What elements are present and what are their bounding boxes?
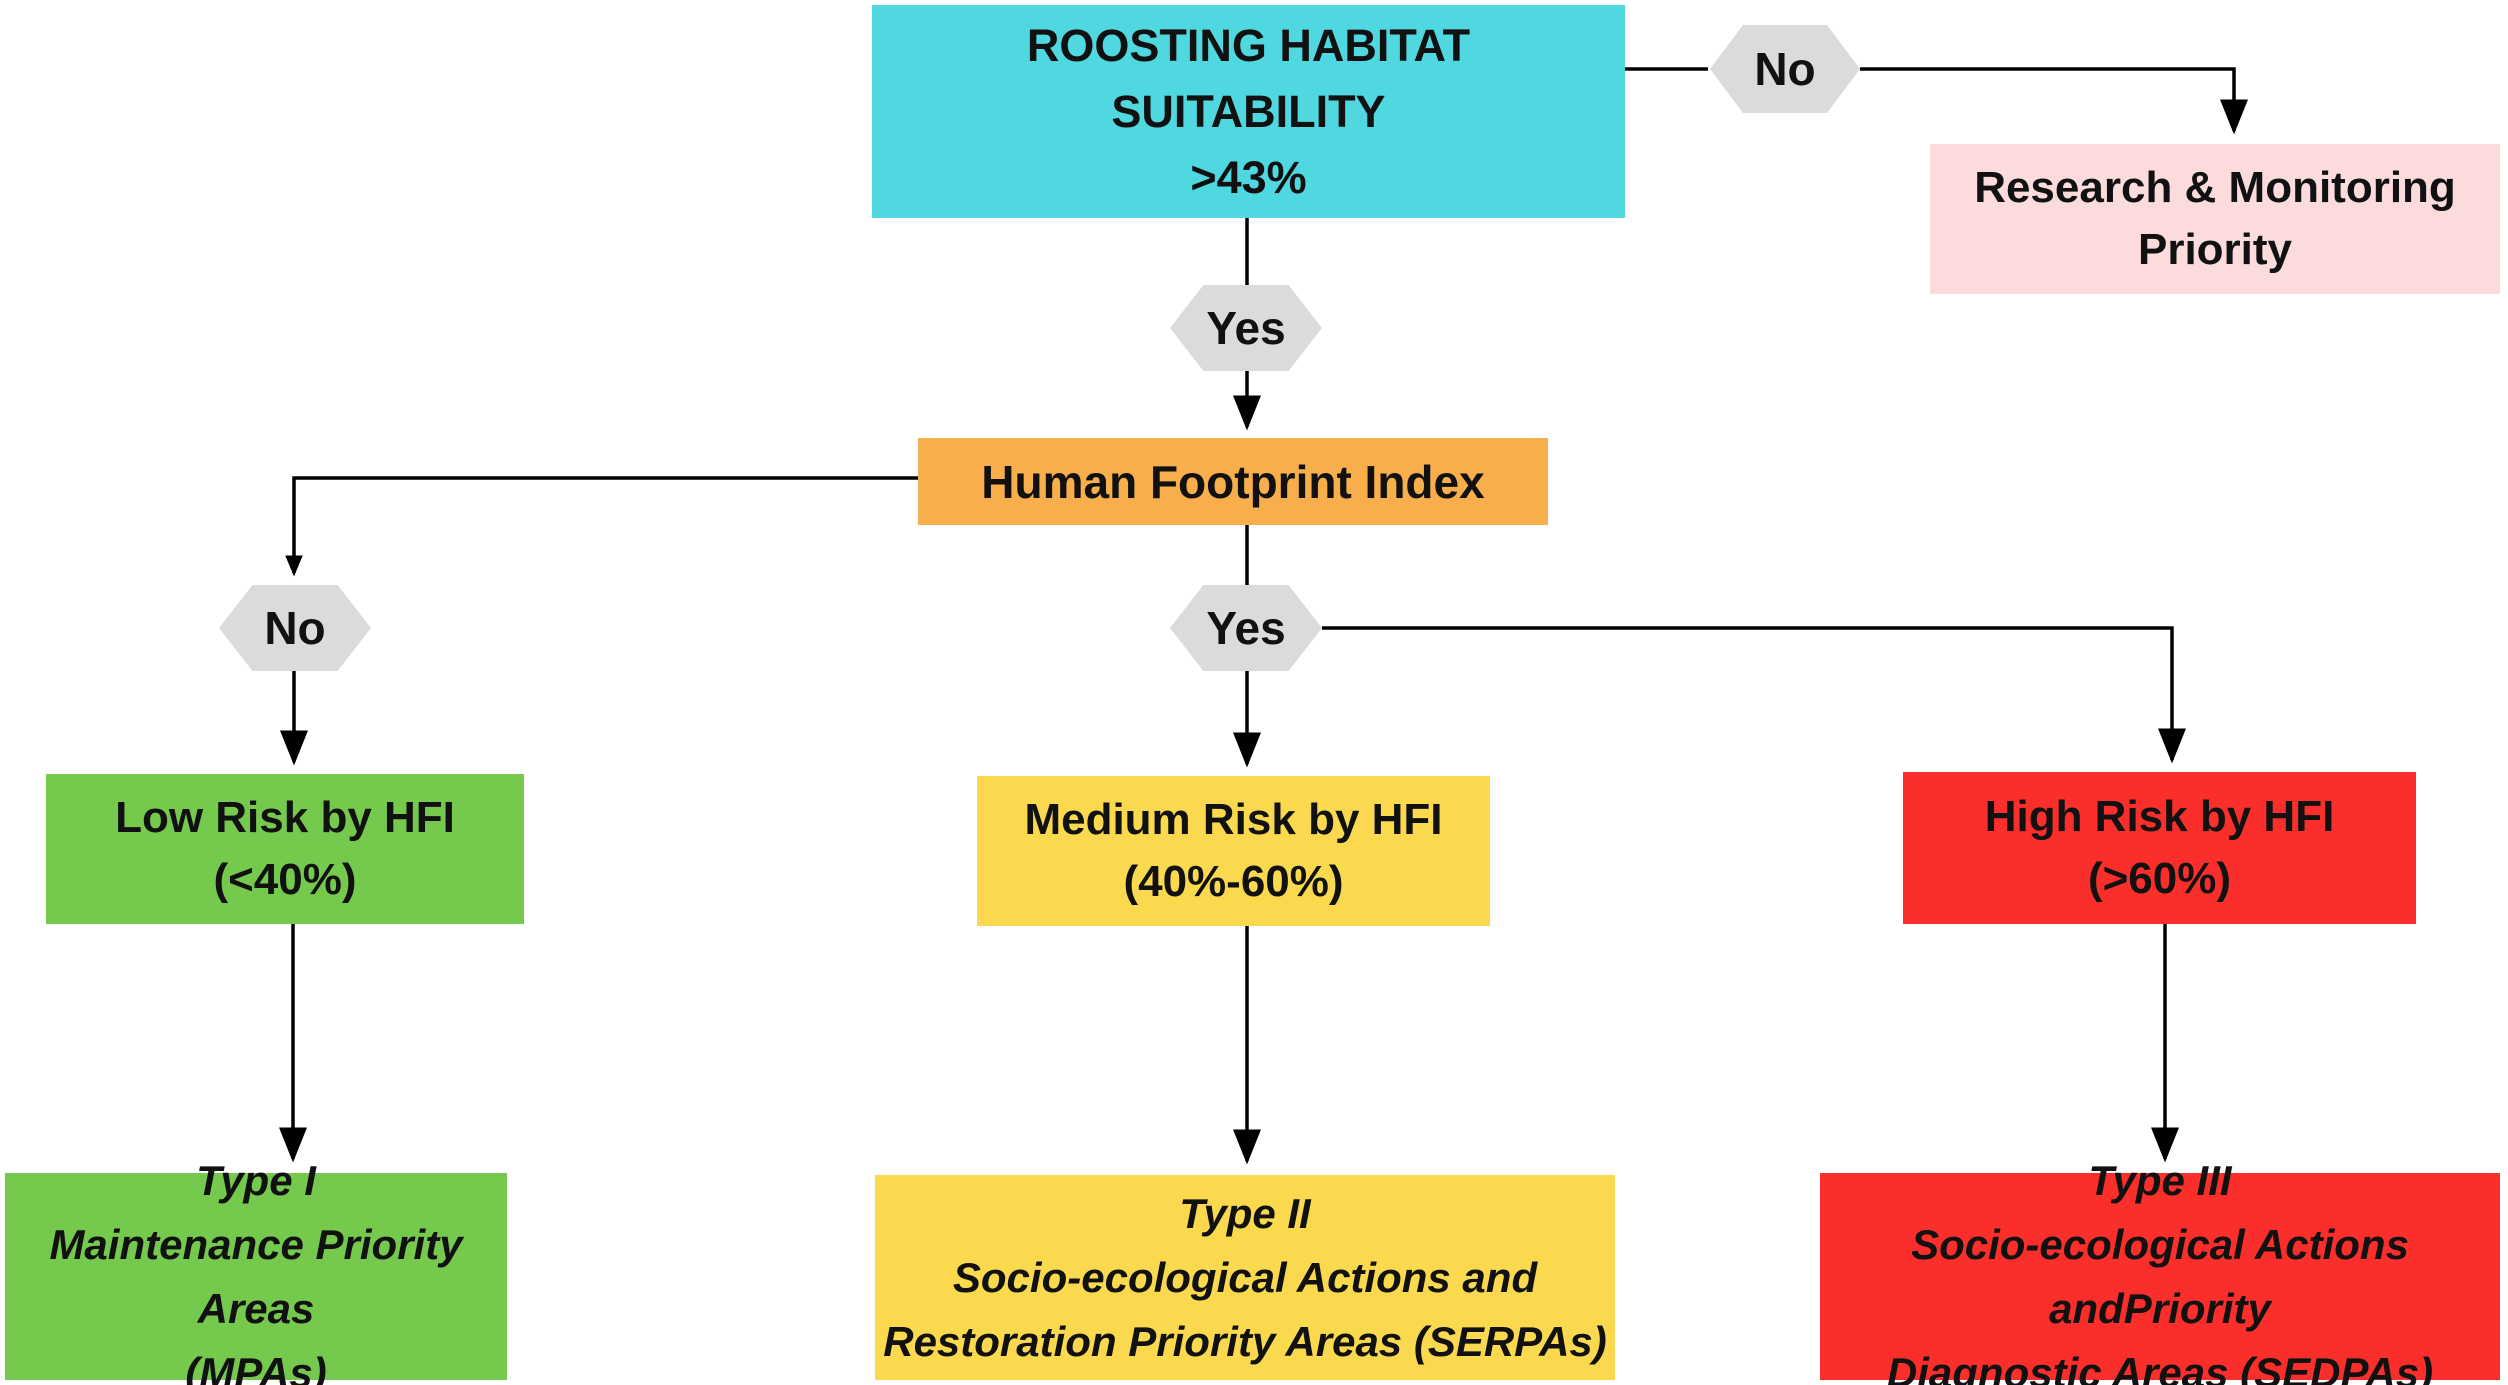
decision-label: No [1754, 43, 1816, 95]
label-line: Restoration Priority Areas (SERPAs) [883, 1317, 1607, 1365]
connector-no-top-to-research [1860, 67, 2248, 135]
label-line: (<40%) [213, 855, 357, 904]
node-type3-diagnostic-areas: Type III Socio-ecological Actions andPri… [1820, 1157, 2500, 1385]
label-line: (40%-60%) [1123, 857, 1344, 906]
label-line: Diagnostic Areas (SEDPAs) [1886, 1348, 2434, 1385]
label-line: Type II [1179, 1189, 1311, 1237]
node-roosting-habitat-suitability: ROOSTING HABITAT SUITABILITY >43% [872, 5, 1625, 218]
label-line: High Risk by HFI [1984, 792, 2335, 841]
node-research-monitoring-priority: Research & Monitoring Priority [1930, 144, 2500, 294]
label-line: Maintenance Priority Areas [49, 1220, 463, 1332]
decision-no-left: No [219, 585, 371, 671]
label-line: (MPAs) [185, 1348, 327, 1385]
decision-label: Yes [1206, 602, 1286, 654]
decision-label: No [264, 602, 326, 654]
label-line: Socio-ecological Actions andPriority [1911, 1220, 2409, 1332]
node-type1-maintenance-priority-areas: Type I Maintenance Priority Areas (MPAs) [5, 1157, 507, 1385]
label-line: Medium Risk by HFI [1024, 795, 1443, 844]
decision-yes-middle: Yes [1170, 585, 1322, 671]
label-line: Socio-ecological Actions and [952, 1253, 1538, 1301]
connector-yes-mid-to-high [1322, 626, 2186, 764]
label-line: Research & Monitoring [1974, 163, 2456, 212]
label-line: >43% [1190, 151, 1307, 203]
node-medium-risk-hfi: Medium Risk by HFI (40%-60%) [977, 776, 1490, 926]
label-line: Type I [196, 1156, 316, 1204]
connector-hfi-to-no-left [285, 476, 918, 577]
label-line: ROOSTING HABITAT [1026, 19, 1471, 71]
decision-yes-top: Yes [1170, 285, 1322, 371]
node-high-risk-hfi: High Risk by HFI (>60%) [1903, 772, 2416, 924]
decision-label: Yes [1206, 302, 1286, 354]
label-line: (>60%) [2087, 854, 2232, 903]
label-line: Priority [2137, 225, 2293, 274]
label-line: Human Footprint Index [981, 455, 1485, 508]
label-line: SUITABILITY [1111, 85, 1386, 137]
decision-no-top: No [1710, 25, 1860, 113]
node-human-footprint-index: Human Footprint Index [918, 438, 1548, 525]
label-line: Type III [2088, 1156, 2232, 1204]
node-low-risk-hfi: Low Risk by HFI (<40%) [46, 774, 524, 924]
label-line: Low Risk by HFI [115, 793, 455, 842]
node-type2-restoration-priority-areas: Type II Socio-ecological Actions and Res… [875, 1175, 1615, 1380]
